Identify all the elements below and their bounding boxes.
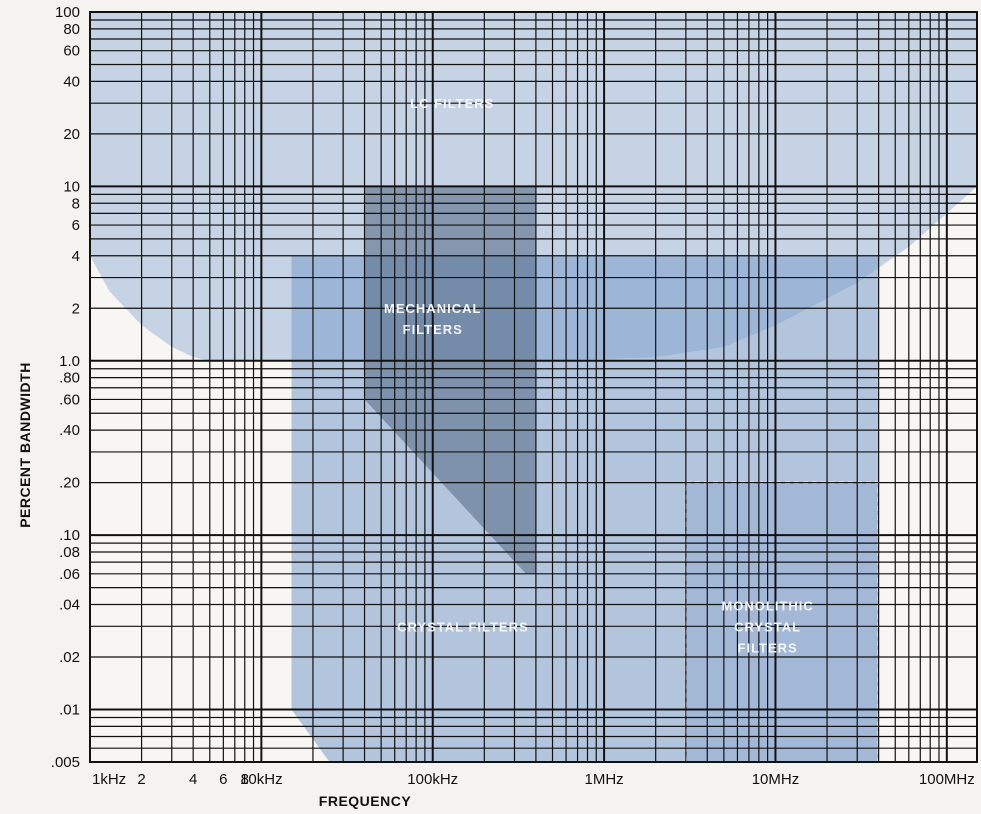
region-label-crystal-filters: CRYSTAL FILTERS: [397, 619, 529, 634]
x-tick-label: 6: [219, 771, 227, 788]
x-tick-label: 100MHz: [919, 771, 975, 788]
y-tick-label: .04: [59, 597, 80, 614]
x-tick-label: 100kHz: [407, 771, 458, 788]
y-tick-label: 1.0: [59, 353, 80, 370]
region-label-monolithic-crystal-filters: FILTERS: [738, 640, 798, 655]
region-label-mechanical-filters: FILTERS: [403, 322, 463, 337]
x-tick-label: 10MHz: [752, 771, 800, 788]
region-mechanical-filters: [364, 186, 536, 574]
region-label-monolithic-crystal-filters: CRYSTAL: [734, 619, 801, 634]
x-tick-label: 1MHz: [585, 771, 624, 788]
y-tick-label: .005: [51, 754, 80, 771]
y-tick-label: .10: [59, 527, 80, 544]
y-tick-label: .06: [59, 566, 80, 583]
y-tick-label: .20: [59, 475, 80, 492]
x-tick-label: 4: [189, 771, 197, 788]
x-axis-title: FREQUENCY: [319, 793, 412, 809]
grid-lines: [89, 11, 977, 763]
y-tick-label: 2: [72, 300, 80, 317]
region-label-lc-filters: LC FILTERS: [410, 96, 494, 111]
x-tick-label: 2: [137, 771, 145, 788]
y-tick-label: 8: [72, 195, 80, 212]
y-axis-title: PERCENT BANDWIDTH: [17, 362, 33, 528]
y-tick-label: .02: [59, 649, 80, 666]
y-tick-label: 40: [63, 73, 80, 90]
y-tick-label: 80: [63, 21, 80, 38]
x-tick-label: 8: [241, 771, 249, 788]
y-tick-label: .60: [59, 391, 80, 408]
region-label-monolithic-crystal-filters: MONOLITHIC: [721, 598, 813, 613]
x-tick-label: 10kHz: [240, 771, 283, 788]
y-tick-label: .40: [59, 422, 80, 439]
y-tick-label: 4: [72, 248, 80, 265]
y-tick-label: .08: [59, 544, 80, 561]
region-label-mechanical-filters: MECHANICAL: [384, 301, 481, 316]
x-tick-label: 1kHz: [92, 771, 126, 788]
y-tick-label: .01: [59, 702, 80, 719]
plot-frame: [89, 11, 978, 763]
y-tick-label: 10: [63, 178, 80, 195]
region-labels: LC FILTERS CRYSTAL FILTERS MECHANICAL FILTE…: [384, 96, 813, 655]
y-tick-label: .80: [59, 370, 80, 387]
y-tick-label: 20: [63, 126, 80, 143]
y-tick-label: 60: [63, 43, 80, 60]
y-tick-label: 100: [55, 4, 80, 21]
y-tick-label: 6: [72, 217, 80, 234]
